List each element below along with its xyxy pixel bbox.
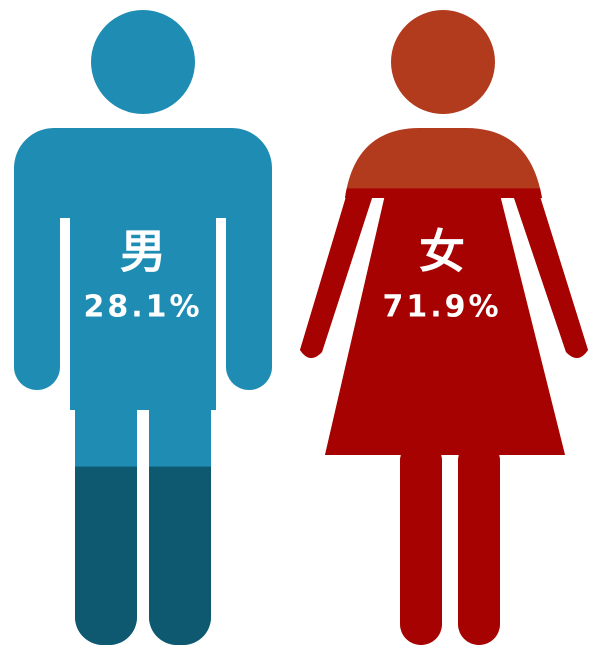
figures: [14, 10, 588, 645]
value-label: 28.1%: [83, 290, 202, 325]
figure-fill: [14, 466, 272, 645]
category-label: 男: [120, 225, 166, 279]
category-label: 女: [419, 225, 465, 279]
value-label: 71.9%: [382, 290, 501, 325]
